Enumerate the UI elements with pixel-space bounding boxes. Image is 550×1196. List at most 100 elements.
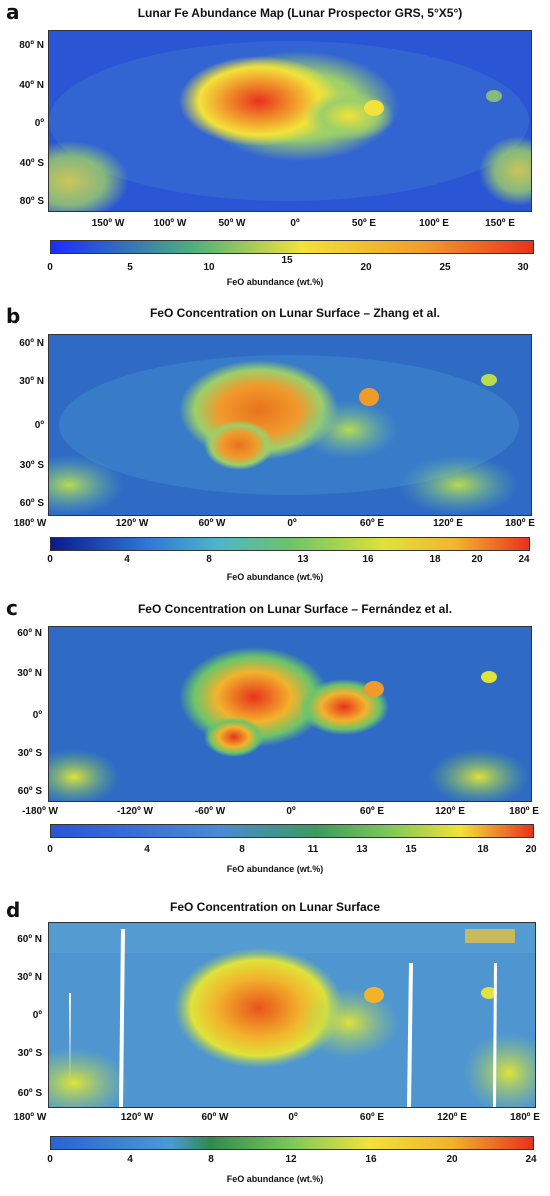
lon-label: 120º E: [435, 806, 465, 817]
lon-label: 180º E: [510, 1112, 540, 1123]
lat-label: 30º S: [17, 748, 42, 759]
lon-label: 180º E: [505, 518, 535, 529]
colorbar: [50, 240, 534, 254]
lat-label: 60º S: [17, 786, 42, 797]
lat-label: 0º: [34, 420, 44, 431]
lon-label: 60º W: [201, 1112, 229, 1123]
panel-title: FeO Concentration on Lunar Surface: [169, 900, 381, 914]
feo-map: [48, 30, 532, 212]
lat-label: 60º N: [17, 628, 42, 639]
panel-label: c: [6, 596, 18, 620]
colorbar-tick: 8: [208, 1154, 214, 1165]
lon-label: 100º E: [419, 218, 449, 229]
colorbar-tick: 13: [297, 554, 309, 565]
lat-label: 60º N: [19, 338, 44, 349]
lon-label: 150º W: [91, 218, 125, 229]
feo-map: [48, 922, 536, 1108]
lat-label: 30º S: [19, 460, 44, 471]
colorbar-tick: 8: [206, 554, 212, 565]
lat-label: 0º: [32, 1010, 42, 1021]
lat-label: 80º S: [19, 196, 44, 207]
feo-map: [48, 334, 532, 516]
lon-label: 100º W: [153, 218, 187, 229]
colorbar-tick: 25: [439, 262, 451, 273]
colorbar-tick: 4: [127, 1154, 133, 1165]
panel-a: a Lunar Fe Abundance Map (Lunar Prospect…: [0, 0, 550, 290]
panel-b: b FeO Concentration on Lunar Surface – Z…: [0, 300, 550, 590]
lon-label: 180º W: [13, 1112, 47, 1123]
colorbar-tick: 4: [144, 844, 150, 855]
colorbar-tick: 0: [47, 262, 53, 273]
colorbar-tick: 13: [356, 844, 368, 855]
lat-label: 40º N: [19, 80, 44, 91]
colorbar-label: FeO abundance (wt.%): [226, 864, 324, 874]
colorbar-tick: 12: [285, 1154, 297, 1165]
lat-label: 0º: [34, 118, 44, 129]
lon-label: 120º E: [433, 518, 463, 529]
colorbar-tick: 20: [360, 262, 372, 273]
colorbar-tick: 18: [477, 844, 489, 855]
panel-title: FeO Concentration on Lunar Surface – Zha…: [149, 306, 441, 320]
colorbar: [50, 1136, 534, 1150]
colorbar-tick: 16: [365, 1154, 377, 1165]
lon-label: 120º E: [437, 1112, 467, 1123]
lat-label: 30º S: [17, 1048, 42, 1059]
lon-label: -60º W: [194, 806, 226, 817]
colorbar-label: FeO abundance (wt.%): [226, 1174, 324, 1184]
colorbar-tick: 15: [405, 844, 417, 855]
panel-label: a: [6, 0, 20, 24]
colorbar-tick: 11: [307, 844, 319, 855]
panel-d: d FeO Concentration on Lunar Surface 60º…: [0, 898, 550, 1196]
colorbar: [50, 537, 530, 551]
colorbar-tick: 24: [525, 1154, 537, 1165]
lon-label: 150º E: [485, 218, 515, 229]
lon-label: 60º E: [359, 1112, 385, 1123]
colorbar-tick: 24: [518, 554, 530, 565]
lat-label: 60º N: [17, 934, 42, 945]
lon-label: 0º: [286, 806, 296, 817]
lon-label: 180º E: [509, 806, 539, 817]
colorbar-label: FeO abundance (wt.%): [226, 572, 324, 582]
lat-label: 60º S: [17, 1088, 42, 1099]
colorbar-label: FeO abundance (wt.%): [226, 277, 324, 287]
lat-label: 60º S: [19, 498, 44, 509]
panel-title: FeO Concentration on Lunar Surface – Fer…: [137, 602, 453, 616]
lon-label: 60º E: [359, 806, 385, 817]
lon-label: 180º W: [13, 518, 47, 529]
feo-map: [48, 626, 532, 802]
lon-label: 0º: [287, 518, 297, 529]
lon-label: 120º W: [115, 518, 149, 529]
lon-label: -120º W: [117, 806, 153, 817]
colorbar-tick: 0: [47, 554, 53, 565]
colorbar-tick: 20: [446, 1154, 458, 1165]
colorbar: [50, 824, 534, 838]
lon-label: 60º W: [198, 518, 226, 529]
lat-label: 40º S: [19, 158, 44, 169]
panel-label: b: [6, 304, 21, 328]
colorbar-tick: 0: [47, 1154, 53, 1165]
panel-title: Lunar Fe Abundance Map (Lunar Prospector…: [137, 6, 463, 20]
lat-label: 0º: [32, 710, 42, 721]
colorbar-tick: 0: [47, 844, 53, 855]
lon-label: 0º: [290, 218, 300, 229]
colorbar-tick: 4: [124, 554, 130, 565]
colorbar-tick: 16: [362, 554, 374, 565]
lon-label: 120º W: [120, 1112, 154, 1123]
colorbar-tick: 15: [281, 255, 293, 266]
lat-label: 80º N: [19, 40, 44, 51]
lat-label: 30º N: [17, 972, 42, 983]
lon-label: 50º W: [218, 218, 246, 229]
colorbar-tick: 5: [127, 262, 133, 273]
lon-label: -180º W: [22, 806, 58, 817]
colorbar-tick: 18: [429, 554, 441, 565]
colorbar-tick: 20: [525, 844, 537, 855]
colorbar-tick: 20: [471, 554, 483, 565]
panel-label: d: [6, 898, 21, 922]
lat-label: 30º N: [19, 376, 44, 387]
lat-label: 30º N: [17, 668, 42, 679]
lon-label: 50º E: [351, 218, 377, 229]
colorbar-tick: 8: [239, 844, 245, 855]
colorbar-tick: 30: [517, 262, 529, 273]
lon-label: 60º E: [359, 518, 385, 529]
colorbar-tick: 10: [203, 262, 215, 273]
